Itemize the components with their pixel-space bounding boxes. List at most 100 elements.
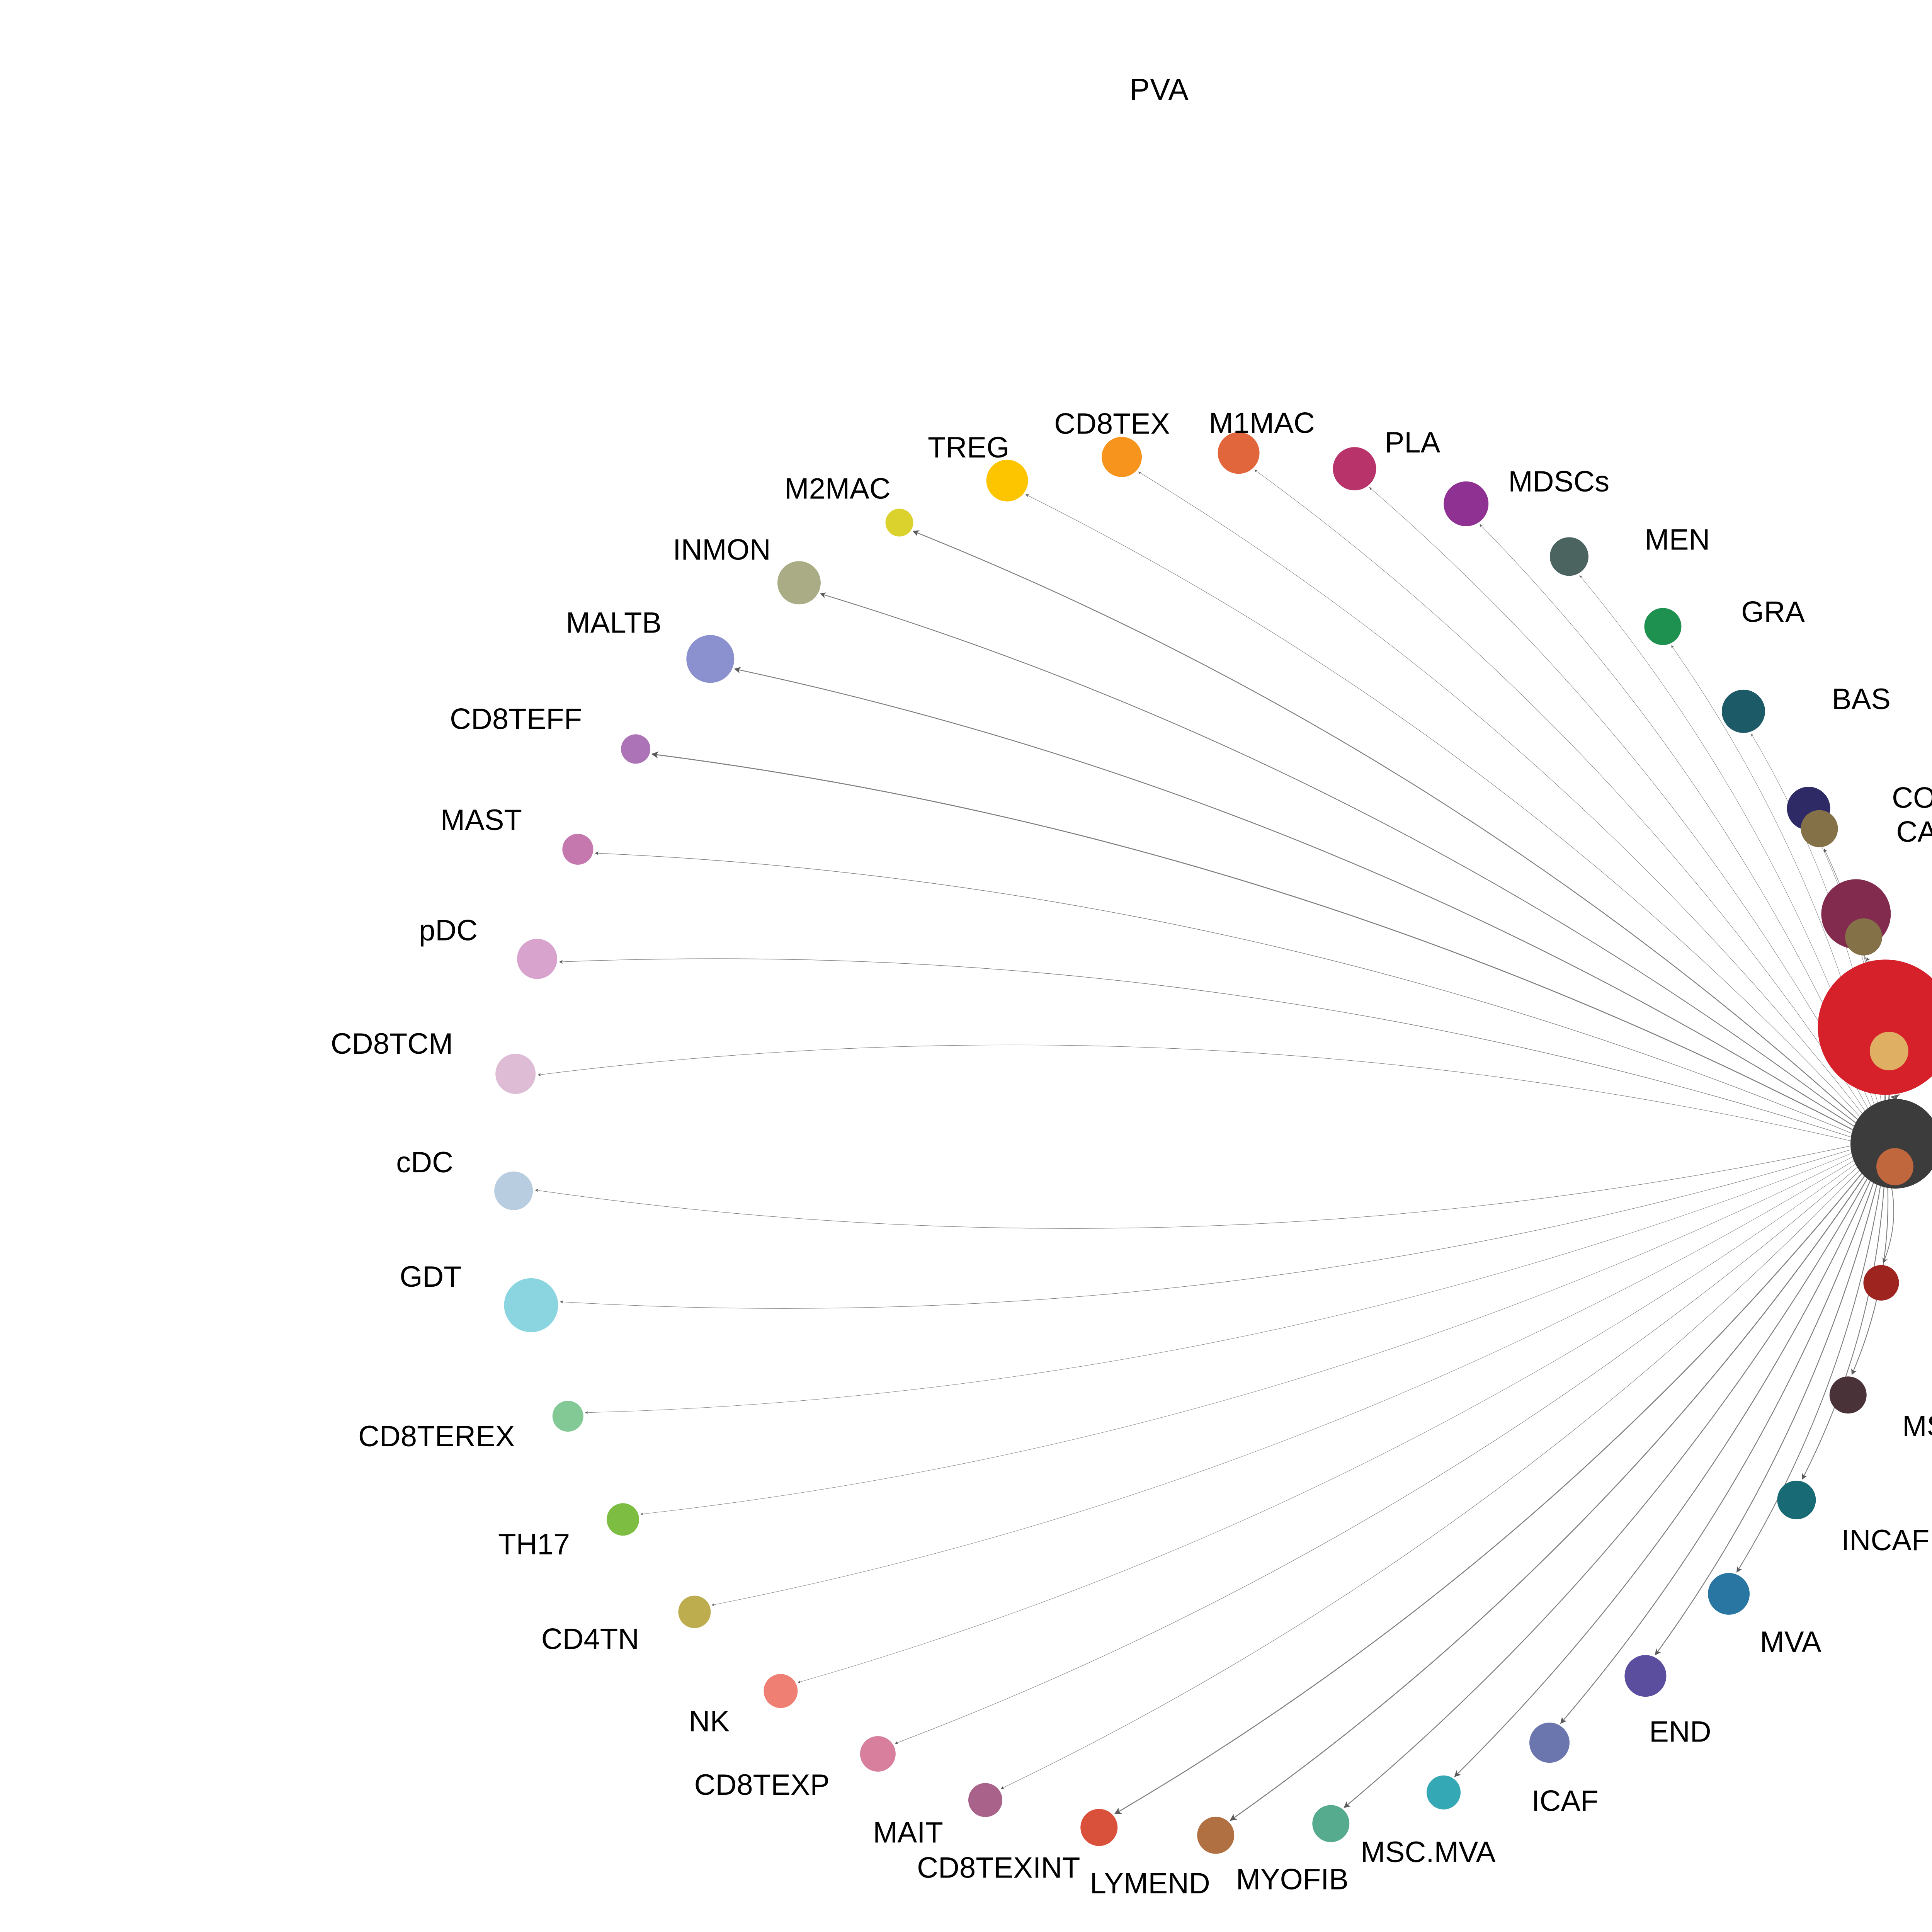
edge-pva-cd8texp <box>895 1165 1860 1744</box>
node-label-cdc: cDC <box>396 1146 453 1179</box>
edge-pva-icaf <box>1560 1179 1875 1724</box>
node-cd8texp[interactable] <box>860 1736 896 1772</box>
edge-pva-mait <box>1000 1168 1862 1789</box>
node-incaf[interactable] <box>1777 1480 1816 1519</box>
node-icaf[interactable] <box>1529 1723 1570 1763</box>
node-label-treg: TREG <box>928 431 1009 464</box>
node-label-mva: MVA <box>1760 1626 1821 1658</box>
node-label-myofib: MYOFIB <box>1236 1863 1349 1896</box>
node-label-bas: BAS <box>1832 683 1891 716</box>
edge-pva-lymend <box>1230 1173 1867 1821</box>
node-label-mait: MAIT <box>873 1816 943 1849</box>
node-msc-mva[interactable] <box>1427 1775 1461 1810</box>
node-maltb[interactable] <box>686 635 735 683</box>
node-myofib[interactable] <box>1312 1805 1350 1842</box>
edge-pva-cd4tn <box>711 1158 1857 1606</box>
edge-pva-myofib <box>1344 1175 1869 1808</box>
node-label-mdscs: MDSCs <box>1508 465 1609 498</box>
edge-pva-msc.mva <box>1454 1177 1872 1777</box>
node-label-m2mac: M2MAC <box>784 473 890 505</box>
node-label-cd8terex: CD8TEREX <box>358 1420 515 1453</box>
node-label-cd8tex: CD8TEX <box>1054 408 1170 440</box>
edge-layer <box>535 469 1900 1821</box>
node-cdc[interactable] <box>494 1171 533 1210</box>
node-layer <box>494 432 1932 1854</box>
node-lymend[interactable] <box>1197 1816 1235 1854</box>
node-label-cor: COR <box>1892 781 1932 814</box>
node-ecm[interactable] <box>1869 1032 1908 1071</box>
node-peri[interactable] <box>1863 1265 1899 1301</box>
node-stm[interactable] <box>1818 959 1932 1095</box>
edge-pva-peri <box>1883 1184 1894 1264</box>
edge-pva-m1mac <box>1254 469 1867 1114</box>
node-nk[interactable] <box>764 1674 798 1708</box>
node-men[interactable] <box>1549 537 1588 576</box>
edge-pva-cd8tcm <box>537 1044 1854 1142</box>
node-gra[interactable] <box>1644 608 1682 645</box>
node-label-mast: MAST <box>440 804 522 837</box>
node-pla[interactable] <box>1333 447 1376 491</box>
node-label-layer: PVASTMSPICORBASGRAMENMDSCsPLAM1MACCD8TEX… <box>331 406 1932 1900</box>
node-label-msc: MSC <box>1902 1410 1932 1442</box>
node-m1mac[interactable] <box>1218 432 1260 474</box>
node-label-gra: GRA <box>1741 596 1805 629</box>
node-mast[interactable] <box>562 833 594 865</box>
node-bas[interactable] <box>1721 689 1765 733</box>
node-label-cd8texp: CD8TEXP <box>694 1769 830 1801</box>
edge-pva-mva <box>1736 1182 1882 1573</box>
edge-pva-mast <box>595 851 1855 1135</box>
edge-pva-maltb <box>734 667 1857 1129</box>
node-cd4tn[interactable] <box>678 1595 711 1628</box>
node-label-men: MEN <box>1645 523 1710 556</box>
node-label-cd4tn: CD4TN <box>541 1623 639 1656</box>
edge-pva-pdc <box>559 958 1855 1139</box>
node-label-pdc: pDC <box>419 914 478 947</box>
edge-pva-cdc <box>535 1145 1854 1229</box>
node-m2mac[interactable] <box>885 509 913 537</box>
node-smc[interactable] <box>1876 1148 1914 1185</box>
node-cd8teff[interactable] <box>621 734 651 764</box>
node-gdt[interactable] <box>504 1278 558 1332</box>
node-mdscs[interactable] <box>1444 481 1489 526</box>
edge-pva-incaf <box>1802 1183 1885 1480</box>
edge-pva-end <box>1655 1181 1878 1656</box>
node-label-maltb: MALTB <box>566 606 662 639</box>
edge-pva-cd8teff <box>651 751 1856 1132</box>
node-label-msc-mva: MSC.MVA <box>1361 1836 1495 1869</box>
node-msc[interactable] <box>1829 1376 1867 1414</box>
node-label-pla: PLA <box>1385 426 1440 459</box>
edge-pva-inmon <box>820 592 1859 1126</box>
node-mva[interactable] <box>1708 1573 1750 1615</box>
node-cd8texint[interactable] <box>1080 1809 1118 1846</box>
node-th17[interactable] <box>607 1503 639 1536</box>
node-label-caf: CAF <box>1896 816 1932 849</box>
page-title: PVA <box>1129 72 1189 106</box>
node-label-end: END <box>1649 1715 1711 1748</box>
edge-pva-cd8texint <box>1114 1170 1865 1815</box>
node-treg[interactable] <box>986 459 1028 502</box>
node-end[interactable] <box>1624 1655 1667 1697</box>
node-label-icaf: ICAF <box>1531 1784 1598 1817</box>
node-mait[interactable] <box>968 1783 1002 1817</box>
node-label-gdt: GDT <box>400 1260 461 1293</box>
node-cd8tex[interactable] <box>1102 437 1142 477</box>
node-inmon[interactable] <box>777 561 821 605</box>
node-cd8tcm[interactable] <box>495 1054 536 1094</box>
node-caf[interactable] <box>1801 810 1838 847</box>
node-label-m1mac: M1MAC <box>1209 406 1315 439</box>
edge-pva-treg <box>1025 494 1862 1119</box>
node-label-incaf: INCAF <box>1841 1524 1929 1557</box>
node-fib[interactable] <box>1845 918 1883 956</box>
node-label-cd8tcm: CD8TCM <box>331 1027 453 1060</box>
node-label-lymend: LYMEND <box>1090 1867 1210 1900</box>
edge-pva-cd8terex <box>585 1151 1855 1414</box>
node-label-inmon: INMON <box>673 533 770 566</box>
edge-pva-nk <box>798 1162 1859 1683</box>
node-cd8terex[interactable] <box>552 1401 583 1432</box>
node-label-nk: NK <box>689 1705 730 1738</box>
node-pdc[interactable] <box>517 939 558 979</box>
node-label-cd8texint: CD8TEXINT <box>917 1851 1080 1884</box>
edge-pva-gdt <box>560 1148 1855 1309</box>
